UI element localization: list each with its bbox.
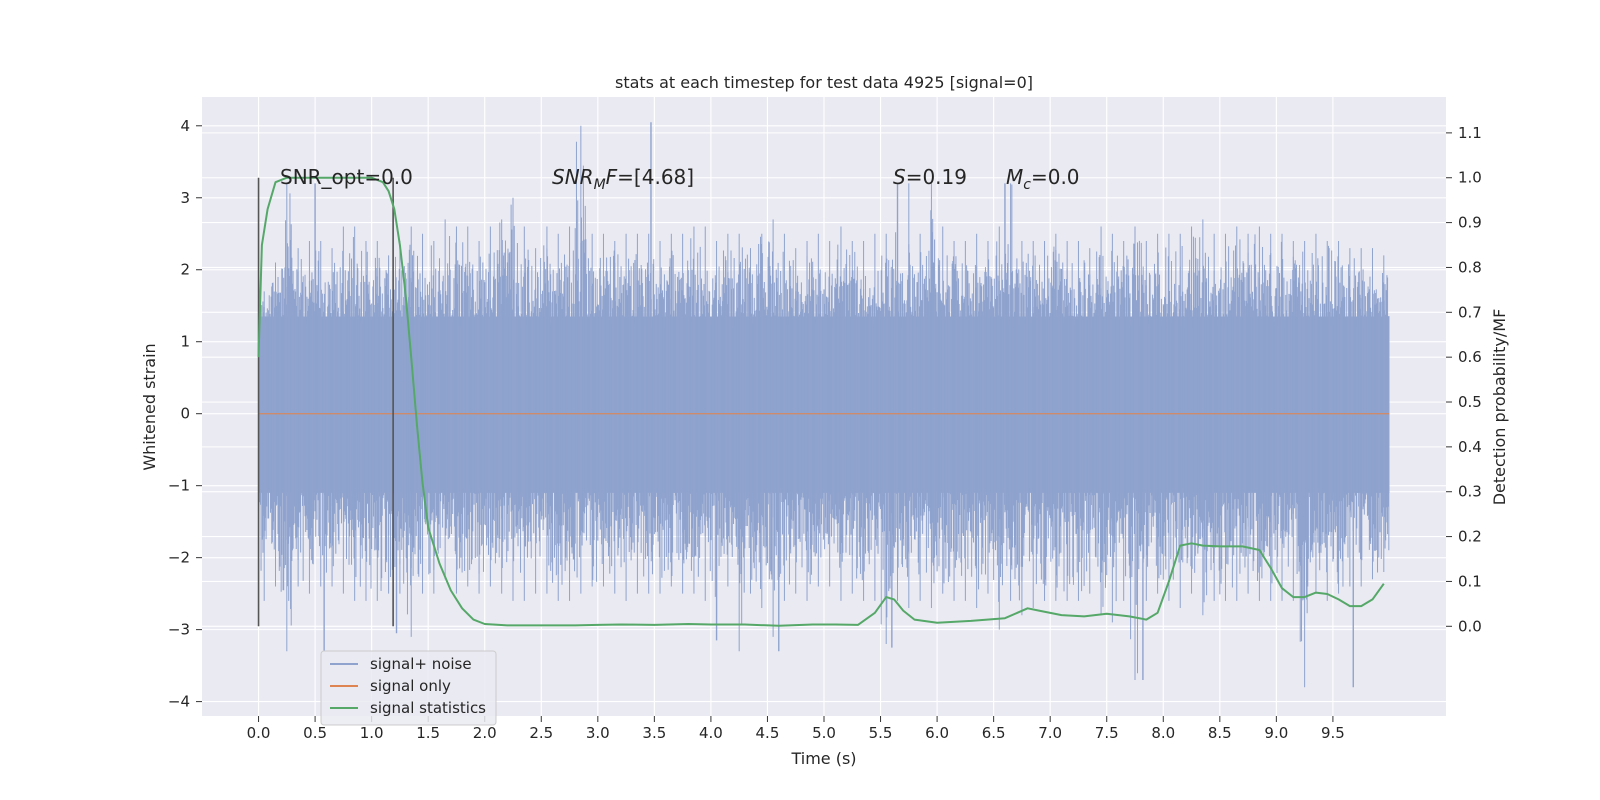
x-tick-label: 5.5: [869, 724, 893, 742]
x-tick-label: 7.0: [1038, 724, 1062, 742]
y-tick-label: 2: [180, 261, 190, 279]
annotation-snr-mf-sub: M: [594, 177, 606, 193]
y2-tick-label: 1.0: [1458, 169, 1482, 187]
y2-tick-label: 0.2: [1458, 528, 1482, 546]
y2-tick-label: 0.8: [1458, 258, 1482, 276]
y-tick-label: −1: [168, 477, 190, 495]
y-tick-label: −2: [168, 549, 190, 567]
y2-tick-label: 0.9: [1458, 214, 1482, 232]
y2-tick-label: 0.1: [1458, 572, 1482, 590]
annotation-snr-mf-value: =[4.68]: [617, 165, 694, 189]
legend: signal+ noise signal only signal statist…: [320, 650, 497, 726]
annotation-s-prefix: S: [893, 165, 906, 189]
legend-label-signal: signal only: [370, 677, 451, 695]
annotation-s-value: =0.19: [906, 165, 967, 189]
x-tick-label: 4.5: [756, 724, 780, 742]
x-tick-label: 3.5: [642, 724, 666, 742]
series-signal-statistics: [257, 176, 1385, 627]
annotation-mc: Mc=0.0: [1006, 165, 1080, 193]
axes: 0.0 0.5 1.0 1.5 2.0 2.5 3.0 3.5 4.0 4.5 5.0 5.5 6.0 6…: [168, 117, 1482, 742]
y-tick-label: 3: [180, 189, 190, 207]
legend-label-stats: signal statistics: [370, 699, 486, 717]
y-tick-label: 1: [180, 333, 190, 351]
y2-tick-label: 1.1: [1458, 124, 1482, 142]
annotation-snr-mf-prefix: SNR: [552, 165, 594, 189]
x-tick-label: 2.0: [473, 724, 497, 742]
x-tick-label: 5.0: [812, 724, 836, 742]
y2-tick-label: 0.0: [1458, 617, 1482, 635]
x-tick-label: 0.5: [303, 724, 327, 742]
x-axis-label: Time (s): [790, 749, 856, 768]
annotation-snr-opt: SNR_opt=0.0: [280, 165, 413, 189]
annotation-snr-mf-suffix-f: F: [606, 165, 618, 189]
y-tick-label: −4: [168, 693, 190, 711]
x-tick-label: 4.0: [699, 724, 723, 742]
y-tick-label: 4: [180, 117, 190, 135]
y2-axis-label: Detection probability/MF: [1490, 309, 1509, 506]
annotation-mc-value: =0.0: [1031, 165, 1080, 189]
x-tick-label: 7.5: [1095, 724, 1119, 742]
y2-tick-label: 0.7: [1458, 303, 1482, 321]
x-tick-label: 1.5: [416, 724, 440, 742]
annotation-snr-mf: SNRMF=[4.68]: [552, 165, 694, 193]
x-tick-label: 6.5: [982, 724, 1006, 742]
y-tick-label: −3: [168, 621, 190, 639]
annotation-s: S=0.19: [893, 165, 967, 189]
x-tick-label: 9.0: [1264, 724, 1288, 742]
x-tick-label: 8.5: [1208, 724, 1232, 742]
y-axis-label: Whitened strain: [140, 343, 159, 470]
series-signal-noise: [258, 122, 1390, 688]
y2-tick-label: 0.3: [1458, 483, 1482, 501]
x-tick-label: 1.0: [360, 724, 384, 742]
y2-tick-label: 0.6: [1458, 348, 1482, 366]
y-tick-label: 0: [180, 405, 190, 423]
x-tick-label: 0.0: [247, 724, 271, 742]
legend-label-noise: signal+ noise: [370, 655, 472, 673]
chart-title: stats at each timestep for test data 492…: [615, 73, 1033, 92]
x-tick-label: 9.5: [1321, 724, 1345, 742]
annotation-mc-sub: c: [1023, 177, 1031, 193]
legend-box: [320, 650, 497, 726]
y2-tick-label: 0.4: [1458, 438, 1482, 456]
annotation-mc-prefix: M: [1006, 165, 1023, 189]
x-tick-label: 2.5: [529, 724, 553, 742]
x-tick-label: 3.0: [586, 724, 610, 742]
x-tick-label: 8.0: [1151, 724, 1175, 742]
y2-tick-label: 0.5: [1458, 393, 1482, 411]
data-layer: [257, 122, 1390, 688]
annotations: SNR_opt=0.0 SNRMF=[4.68] S=0.19 Mc=0.0: [280, 165, 1080, 193]
x-tick-label: 6.0: [925, 724, 949, 742]
